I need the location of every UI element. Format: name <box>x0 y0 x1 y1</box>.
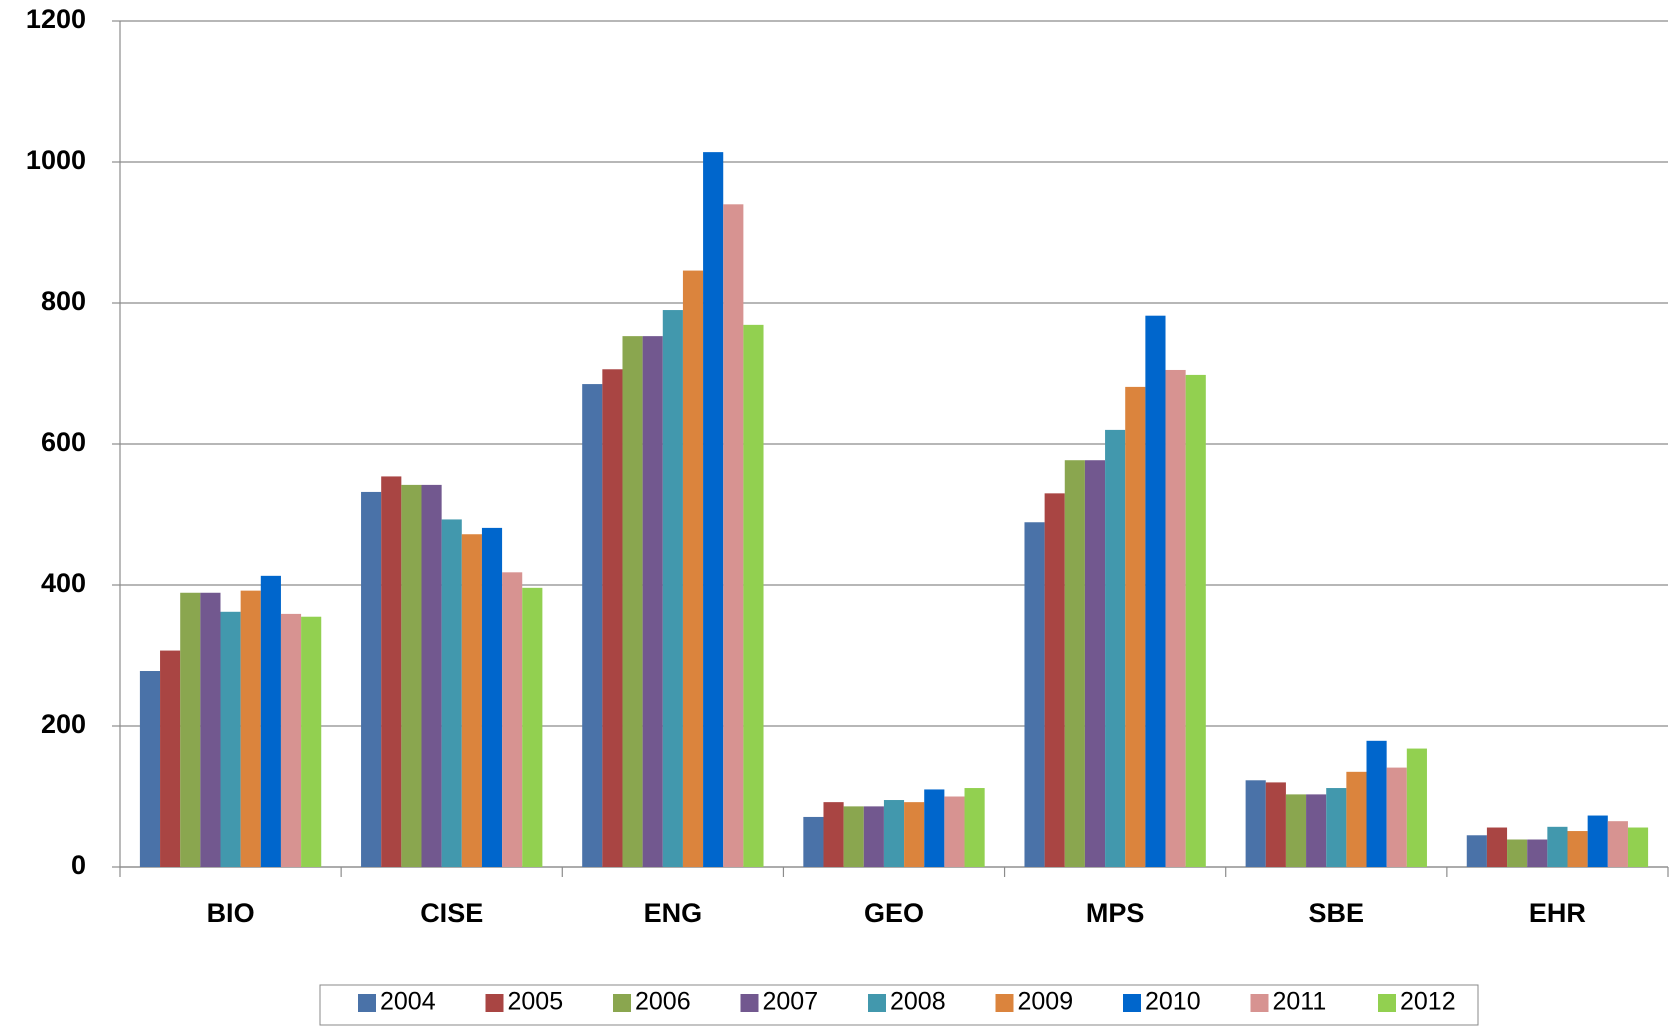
y-tick-label: 200 <box>41 709 86 739</box>
bar <box>1326 788 1347 867</box>
bar <box>904 802 925 867</box>
bar <box>823 802 844 867</box>
bar <box>421 484 442 867</box>
bar <box>622 336 643 867</box>
legend-swatch <box>740 994 759 1012</box>
bar <box>1527 839 1548 867</box>
bar <box>1567 831 1588 867</box>
bar <box>1145 315 1166 867</box>
bar <box>240 590 261 867</box>
legend-swatch <box>485 994 504 1012</box>
bar <box>461 534 482 867</box>
bar <box>723 204 744 868</box>
legend-label: 2005 <box>508 988 564 1016</box>
bar <box>682 270 704 867</box>
bar <box>843 806 864 867</box>
bar <box>642 336 663 867</box>
bar <box>220 611 241 867</box>
bar <box>1084 460 1106 867</box>
legend-label: 2004 <box>380 988 436 1016</box>
bar <box>280 613 302 867</box>
bar <box>301 616 322 867</box>
bar <box>200 592 221 867</box>
legend-swatch <box>358 994 376 1012</box>
bar <box>1386 767 1407 867</box>
legend-swatch <box>868 994 886 1012</box>
bar <box>1547 826 1568 867</box>
y-tick-label: 600 <box>41 427 86 457</box>
bar <box>481 527 503 867</box>
legend-swatch <box>613 994 631 1012</box>
legend-swatch <box>1378 994 1396 1012</box>
bar <box>803 816 824 867</box>
bar <box>1607 821 1628 867</box>
bar <box>160 650 181 867</box>
bar <box>602 369 623 867</box>
bar <box>1245 780 1266 867</box>
bar <box>180 592 201 867</box>
bar <box>703 152 724 867</box>
bar <box>381 476 402 867</box>
legend-swatch <box>1250 994 1269 1012</box>
bar <box>1265 782 1286 867</box>
bar <box>1587 815 1608 867</box>
legend-label: 2009 <box>1018 988 1074 1016</box>
x-tick-label: SBE <box>1309 898 1365 928</box>
bar <box>964 788 985 867</box>
bar <box>924 789 945 867</box>
bar <box>1306 794 1327 867</box>
x-tick-label: GEO <box>864 898 924 928</box>
bar <box>1366 740 1387 867</box>
legend-box <box>319 984 1479 1026</box>
bar <box>1466 835 1487 867</box>
legend-label: 2006 <box>635 988 691 1016</box>
y-tick-label: 800 <box>41 286 86 316</box>
legend-label: 2008 <box>890 988 946 1016</box>
bar <box>1044 493 1065 867</box>
bar <box>361 491 382 867</box>
bar <box>401 484 422 867</box>
x-tick-label: BIO <box>207 898 255 928</box>
bar <box>260 575 281 867</box>
x-tick-label: CISE <box>420 898 483 928</box>
y-tick-label: 1000 <box>26 145 86 175</box>
bar <box>502 572 523 867</box>
bar <box>441 519 462 867</box>
bar <box>522 587 543 867</box>
bar <box>1185 374 1206 867</box>
bar <box>1064 460 1085 867</box>
bar <box>1125 386 1146 867</box>
y-tick-label: 0 <box>71 850 86 880</box>
bar <box>1627 827 1649 867</box>
bar <box>1346 771 1367 867</box>
bar <box>1105 429 1126 867</box>
x-tick-label: MPS <box>1086 898 1145 928</box>
bar <box>944 796 965 867</box>
bar <box>1406 748 1427 867</box>
bar <box>139 671 161 867</box>
legend-swatch <box>1123 994 1141 1012</box>
bar <box>883 800 905 867</box>
bar <box>1507 839 1528 867</box>
legend-label: 2007 <box>763 988 819 1016</box>
legend-label: 2010 <box>1145 988 1201 1016</box>
legend-label: 2011 <box>1273 988 1327 1016</box>
bar <box>1486 827 1508 867</box>
bar <box>1024 522 1045 867</box>
bar <box>582 384 603 867</box>
bar <box>1285 794 1307 867</box>
bar <box>743 324 764 868</box>
y-tick-label: 400 <box>41 568 86 598</box>
bar <box>1165 369 1186 867</box>
bar <box>863 806 884 867</box>
bar <box>662 310 683 867</box>
legend-label: 2012 <box>1400 988 1456 1016</box>
legend-swatch <box>995 994 1014 1012</box>
x-tick-label: EHR <box>1529 898 1586 928</box>
y-tick-label: 1200 <box>26 4 86 34</box>
x-tick-label: ENG <box>644 898 703 928</box>
